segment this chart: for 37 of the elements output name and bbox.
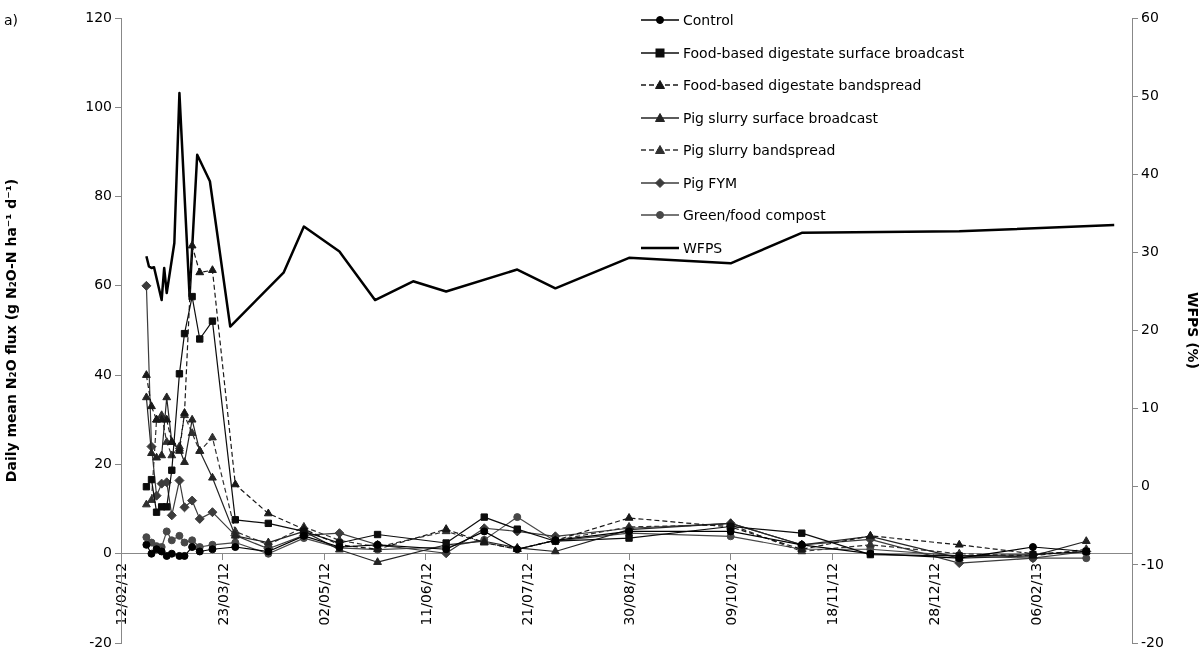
x-tick-label: 18/11/12 (824, 562, 841, 626)
legend-label: Food-based digestate bandspread (683, 77, 922, 94)
y2-tick-label: 10 (1141, 399, 1159, 416)
x-tick-label: 30/08/12 (621, 562, 638, 626)
y-tick-label: 40 (94, 365, 112, 382)
legend-label: Pig FYM (683, 174, 738, 191)
y2-tick-label: 30 (1141, 243, 1159, 260)
x-tick-label: 28/12/12 (925, 562, 942, 626)
y2-tick-label: -10 (1141, 555, 1164, 572)
x-tick-label: 06/02/13 (1027, 562, 1044, 626)
y-tick-label: 20 (94, 455, 112, 472)
y2-tick-label: -20 (1141, 633, 1164, 650)
x-tick-label: 09/10/12 (722, 562, 739, 626)
legend-label: WFPS (683, 239, 723, 256)
y2-tick-label: 50 (1141, 86, 1159, 103)
y-tick-label: 60 (94, 276, 112, 293)
x-tick-label: 11/06/12 (417, 562, 434, 626)
y2-tick-label: 60 (1141, 8, 1159, 25)
y-axis-title: Daily mean N₂O flux (g N₂O-N ha⁻¹ d⁻¹) (3, 178, 20, 483)
x-tick-label: 02/05/12 (316, 562, 333, 626)
legend-label: Pig slurry bandspread (683, 142, 836, 159)
y2-tick-label: 0 (1141, 477, 1150, 494)
y-tick-label: 100 (85, 97, 112, 114)
y2-tick-label: 20 (1141, 321, 1159, 338)
x-tick-label: 21/07/12 (519, 562, 536, 626)
y2-axis-title: WFPS (%) (1184, 291, 1201, 370)
y2-tick-label: 40 (1141, 164, 1159, 181)
legend-label: Control (683, 12, 734, 29)
y-tick-label: -20 (89, 633, 112, 650)
x-tick-label: 23/03/12 (214, 562, 231, 626)
y-tick-label: 80 (94, 187, 112, 204)
y-tick-label: 0 (103, 544, 112, 561)
legend-label: Green/food compost (683, 207, 826, 224)
y-tick-label: 120 (85, 8, 112, 25)
legend-label: Pig slurry surface broadcast (683, 109, 879, 126)
text: a) (4, 12, 19, 28)
legend-label: Food-based digestate surface broadcast (683, 44, 965, 61)
